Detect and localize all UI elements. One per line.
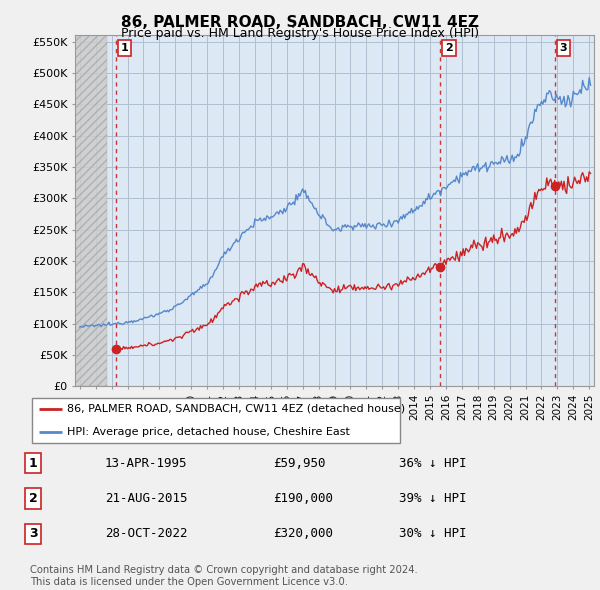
Text: 3: 3 [559, 43, 567, 53]
Text: 86, PALMER ROAD, SANDBACH, CW11 4EZ: 86, PALMER ROAD, SANDBACH, CW11 4EZ [121, 15, 479, 30]
Text: 13-APR-1995: 13-APR-1995 [105, 457, 187, 470]
Text: 1: 1 [121, 43, 128, 53]
FancyBboxPatch shape [32, 398, 400, 443]
Text: 3: 3 [29, 527, 37, 540]
Text: Contains HM Land Registry data © Crown copyright and database right 2024.
This d: Contains HM Land Registry data © Crown c… [30, 565, 418, 587]
Text: £59,950: £59,950 [273, 457, 325, 470]
Text: Price paid vs. HM Land Registry's House Price Index (HPI): Price paid vs. HM Land Registry's House … [121, 27, 479, 40]
Text: 21-AUG-2015: 21-AUG-2015 [105, 492, 187, 505]
Text: HPI: Average price, detached house, Cheshire East: HPI: Average price, detached house, Ches… [67, 427, 350, 437]
Text: 28-OCT-2022: 28-OCT-2022 [105, 527, 187, 540]
Text: 86, PALMER ROAD, SANDBACH, CW11 4EZ (detached house): 86, PALMER ROAD, SANDBACH, CW11 4EZ (det… [67, 404, 406, 414]
Text: £190,000: £190,000 [273, 492, 333, 505]
Text: 2: 2 [445, 43, 453, 53]
Text: £320,000: £320,000 [273, 527, 333, 540]
Text: 36% ↓ HPI: 36% ↓ HPI [399, 457, 467, 470]
Text: 39% ↓ HPI: 39% ↓ HPI [399, 492, 467, 505]
Text: 1: 1 [29, 457, 37, 470]
Text: 30% ↓ HPI: 30% ↓ HPI [399, 527, 467, 540]
Text: 2: 2 [29, 492, 37, 505]
